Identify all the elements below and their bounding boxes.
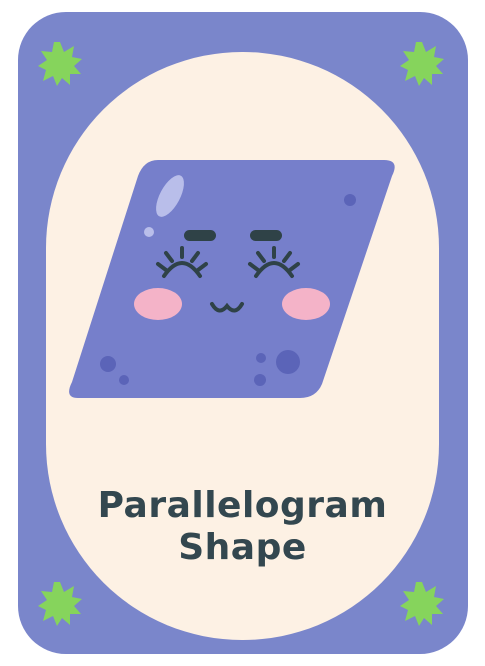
- body-spot: [119, 375, 129, 385]
- body-spot: [276, 350, 300, 374]
- right-eyebrow: [250, 230, 282, 241]
- starburst-icon: [36, 580, 84, 628]
- card-title-line-1: Parallelogram: [97, 485, 388, 526]
- starburst-icon: [36, 40, 84, 88]
- parallelogram-character: [66, 158, 398, 402]
- right-blush: [282, 288, 330, 320]
- body-spot: [256, 353, 266, 363]
- body-spot: [100, 356, 116, 372]
- left-closed-eye: [156, 246, 208, 278]
- starburst-icon: [398, 40, 446, 88]
- shine-highlight: [156, 175, 184, 217]
- left-blush: [134, 288, 182, 320]
- left-eyebrow: [184, 230, 216, 241]
- right-closed-eye: [248, 246, 300, 278]
- shine-dot: [144, 227, 154, 237]
- body-spot: [344, 194, 356, 206]
- body-spot: [254, 374, 266, 386]
- starburst-icon: [398, 580, 446, 628]
- cat-mouth: [210, 302, 244, 313]
- card-title-line-2: Shape: [178, 527, 307, 568]
- parallelogram-body: [69, 160, 395, 398]
